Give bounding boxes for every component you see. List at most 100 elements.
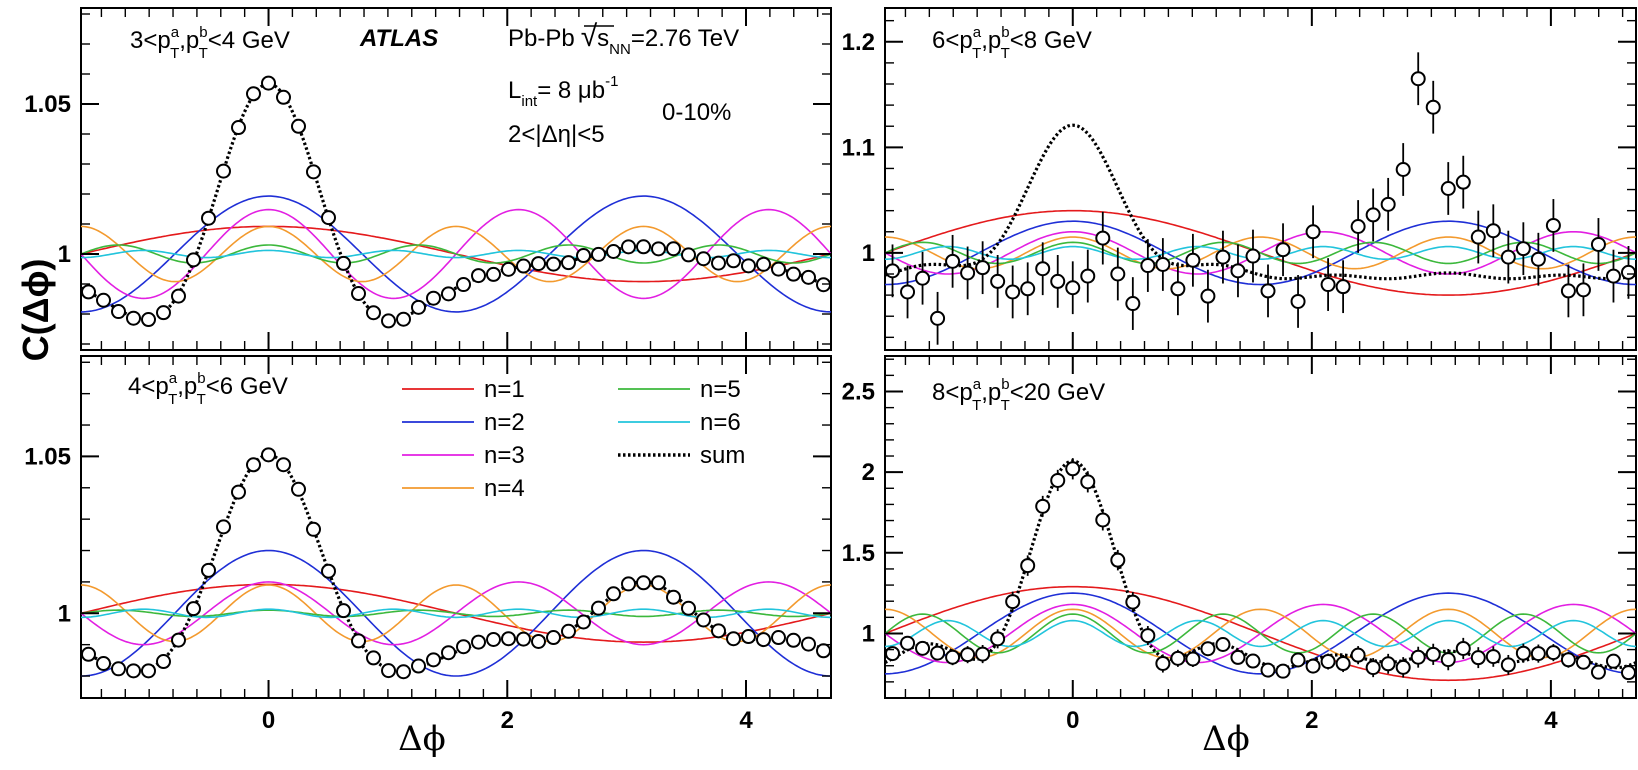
deta-label: 2<|Δη|<5 <box>508 121 605 148</box>
data-point <box>411 658 426 674</box>
data-point <box>336 603 351 619</box>
data-point <box>156 654 171 670</box>
data-point <box>201 562 216 578</box>
data-point <box>546 630 561 646</box>
data-point <box>621 576 636 592</box>
panel-bottom-right: 1 1.5 2 2.5 0 2 4 <box>842 355 1637 734</box>
data-point <box>411 299 426 315</box>
data-point <box>651 241 666 257</box>
data-point <box>1485 649 1501 665</box>
data-point <box>156 305 171 321</box>
data-point <box>636 239 651 255</box>
sum-curve <box>81 82 831 322</box>
data-point <box>696 612 711 628</box>
data-point <box>1500 657 1516 673</box>
data-point <box>1545 217 1561 233</box>
data-point <box>276 457 291 473</box>
data-point <box>1455 640 1471 656</box>
data-point <box>291 481 306 497</box>
plot-frame <box>80 7 832 351</box>
y-tick-label: 1 <box>58 241 71 268</box>
data-point <box>396 664 411 680</box>
y-axis-label: C(Δϕ) <box>15 259 56 362</box>
data-point <box>1485 223 1501 239</box>
data-point <box>1440 652 1456 668</box>
x-tick-label: 4 <box>1544 707 1558 734</box>
data-point <box>1170 650 1186 666</box>
data-point <box>1215 249 1231 265</box>
data-point <box>1350 647 1366 663</box>
harmonic-n2 <box>885 220 1636 286</box>
data-point <box>816 277 831 293</box>
data-point <box>471 634 486 650</box>
x-tick-label: 0 <box>262 707 275 734</box>
data-point <box>1560 283 1576 299</box>
data-point <box>426 652 441 668</box>
data-point <box>1620 665 1636 681</box>
data-point <box>486 266 501 282</box>
data-point <box>1575 654 1591 670</box>
harmonic-n5 <box>81 244 831 264</box>
data-point <box>1410 649 1426 665</box>
data-point <box>1620 264 1636 280</box>
data-point <box>1515 241 1531 257</box>
data-point <box>651 575 666 591</box>
data-point <box>396 311 411 327</box>
data-point <box>960 647 976 663</box>
data-point <box>1575 282 1591 298</box>
data-point <box>1230 263 1246 279</box>
y-tick-label: 1.05 <box>24 443 71 470</box>
data-point <box>801 269 816 285</box>
panel-top-right: 1 1.1 1.2 <box>842 7 1637 351</box>
harmonic-n5 <box>885 613 1636 654</box>
data-point <box>1530 251 1546 267</box>
harmonic-n2 <box>81 549 831 677</box>
data-point <box>801 636 816 652</box>
data-point <box>486 631 501 647</box>
data-point <box>816 643 831 659</box>
y-tick-label: 1.05 <box>24 91 71 118</box>
x-tick-label: 2 <box>501 707 514 734</box>
data-point <box>1380 656 1396 672</box>
data-point <box>1290 293 1306 309</box>
data-point <box>261 447 276 463</box>
data-point <box>456 277 471 293</box>
data-point <box>1035 498 1051 514</box>
data-point <box>1170 281 1186 297</box>
data-point <box>1305 224 1321 240</box>
data-point <box>1245 653 1261 669</box>
data-point <box>975 646 991 662</box>
data-point <box>1110 552 1126 568</box>
data-point <box>786 266 801 282</box>
sum-curve <box>885 123 1636 281</box>
harmonic-n4 <box>81 584 831 643</box>
data-point <box>1545 645 1561 661</box>
data-point <box>471 268 486 284</box>
data-point <box>1020 558 1036 574</box>
data-points <box>81 447 831 680</box>
data-point <box>666 241 681 257</box>
data-point <box>930 645 946 661</box>
data-point <box>606 586 621 602</box>
y-tick-label: 1 <box>862 620 875 647</box>
data-point <box>111 661 126 677</box>
data-point <box>1605 653 1621 669</box>
data-point <box>576 614 591 630</box>
data-point <box>171 288 186 304</box>
data-point <box>1005 284 1021 300</box>
data-point <box>456 639 471 655</box>
data-point <box>1305 658 1321 674</box>
data-point <box>930 310 946 326</box>
data-point <box>531 256 546 272</box>
data-point <box>1245 248 1261 264</box>
data-point <box>1080 474 1096 490</box>
data-point <box>96 292 111 308</box>
y-tick-label: 1.2 <box>842 29 875 56</box>
y-tick-label: 2 <box>862 459 875 486</box>
data-point <box>666 589 681 605</box>
data-point <box>381 663 396 679</box>
data-point <box>306 521 321 537</box>
data-point <box>1185 651 1201 667</box>
data-point <box>591 600 606 616</box>
legend-label: sum <box>700 442 745 469</box>
